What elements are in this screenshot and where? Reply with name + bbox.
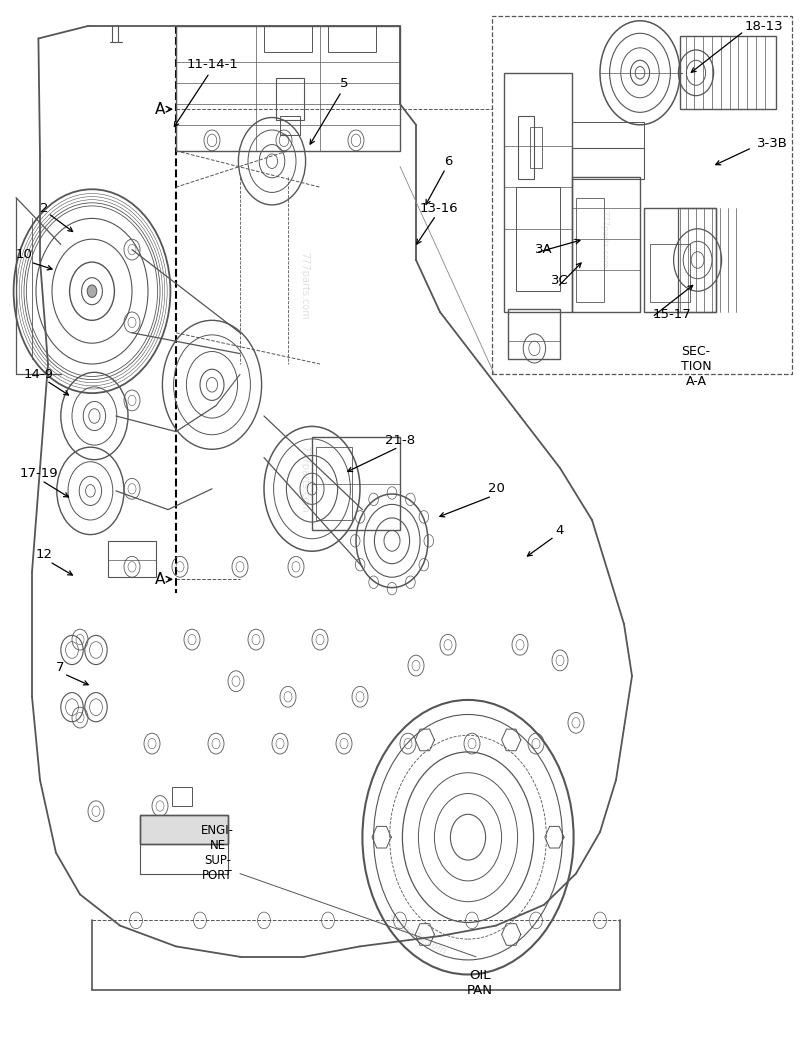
Bar — [176, 26, 400, 151]
Bar — [530, 127, 542, 168]
Text: 12: 12 — [35, 548, 53, 561]
Text: 7: 7 — [56, 661, 64, 674]
Text: 2: 2 — [40, 202, 48, 214]
Bar — [650, 244, 690, 302]
Bar — [276, 78, 304, 120]
Text: 14-9: 14-9 — [23, 368, 54, 381]
Bar — [172, 787, 192, 806]
Text: 777parts.com: 777parts.com — [299, 444, 309, 513]
Bar — [504, 73, 572, 312]
Text: 3C: 3C — [551, 275, 569, 287]
Circle shape — [87, 285, 97, 297]
Text: 5: 5 — [340, 77, 348, 89]
Text: ENGI-
NE
SUP-
PORT: ENGI- NE SUP- PORT — [201, 824, 234, 882]
Text: 17-19: 17-19 — [19, 467, 58, 479]
Bar — [678, 208, 716, 312]
Text: A: A — [155, 102, 165, 116]
Text: 20: 20 — [487, 483, 505, 495]
Text: 777parts.com: 777parts.com — [599, 210, 609, 268]
Text: 4: 4 — [556, 524, 564, 537]
Text: 777parts.com: 777parts.com — [299, 252, 309, 320]
Bar — [108, 541, 156, 577]
Bar — [644, 208, 716, 312]
Bar — [140, 815, 228, 844]
Text: 10: 10 — [15, 249, 33, 261]
Text: 18-13: 18-13 — [745, 20, 783, 32]
Bar — [328, 26, 376, 52]
Text: 15-17: 15-17 — [653, 308, 691, 320]
Bar — [516, 187, 560, 291]
Bar — [680, 36, 776, 109]
Text: SEC-
TION
A-A: SEC- TION A-A — [681, 344, 711, 388]
Bar — [312, 437, 400, 530]
Text: 13-16: 13-16 — [419, 202, 458, 214]
Text: 3A: 3A — [535, 243, 553, 256]
Bar — [492, 16, 792, 374]
Bar — [316, 447, 352, 520]
Text: A: A — [155, 572, 165, 587]
Bar — [518, 116, 534, 179]
Text: 11-14-1: 11-14-1 — [186, 58, 238, 71]
Bar — [572, 148, 644, 179]
Text: OIL
PAN: OIL PAN — [467, 969, 493, 996]
Text: 3-3B: 3-3B — [757, 137, 787, 150]
Bar — [572, 122, 644, 148]
Text: 21-8: 21-8 — [385, 435, 415, 447]
Bar — [280, 116, 300, 135]
Bar — [264, 26, 312, 52]
Text: 6: 6 — [444, 155, 452, 167]
Bar — [576, 198, 604, 302]
Bar — [508, 309, 560, 359]
Bar — [572, 177, 640, 312]
Bar — [140, 815, 228, 844]
Text: 777parts.com: 777parts.com — [384, 915, 448, 957]
